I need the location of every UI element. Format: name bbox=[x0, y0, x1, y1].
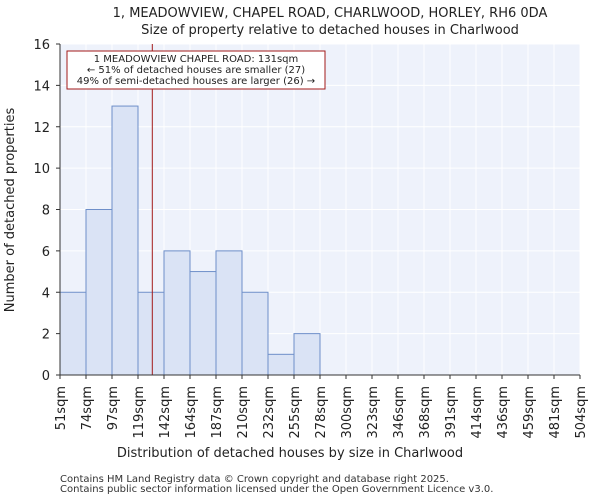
x-tick-label: 346sqm bbox=[392, 386, 407, 439]
y-tick-label: 16 bbox=[33, 38, 50, 53]
x-tick-label: 391sqm bbox=[444, 386, 459, 439]
bar bbox=[189, 271, 217, 376]
x-tick-label: 119sqm bbox=[132, 386, 147, 439]
chart: 1, MEADOWVIEW, CHAPEL ROAD, CHARLWOOD, H… bbox=[3, 6, 589, 461]
bar bbox=[215, 250, 243, 376]
x-tick-label: 187sqm bbox=[210, 386, 225, 439]
bar bbox=[241, 291, 269, 376]
y-tick-label: 0 bbox=[42, 369, 50, 384]
bar bbox=[163, 250, 191, 376]
annotation-line1: 1 MEADOWVIEW CHAPEL ROAD: 131sqm bbox=[94, 54, 299, 65]
y-tick-label: 4 bbox=[42, 286, 50, 301]
x-tick-label: 436sqm bbox=[496, 386, 511, 439]
y-axis-ticks: 0 2 4 6 8 10 12 14 16 bbox=[33, 38, 61, 384]
x-tick-label: 368sqm bbox=[418, 386, 433, 439]
bar bbox=[137, 291, 165, 376]
bar bbox=[267, 353, 295, 376]
x-tick-label: 255sqm bbox=[288, 386, 303, 439]
y-axis-label: Number of detached properties bbox=[3, 108, 18, 313]
x-tick-label: 142sqm bbox=[158, 386, 173, 439]
x-tick-label: 481sqm bbox=[548, 386, 563, 439]
y-tick-label: 6 bbox=[42, 245, 50, 260]
x-axis-label: Distribution of detached houses by size … bbox=[117, 446, 463, 461]
x-tick-label: 164sqm bbox=[184, 386, 199, 439]
y-tick-label: 14 bbox=[33, 79, 50, 94]
chart-title-line2: Size of property relative to detached ho… bbox=[141, 23, 519, 38]
annotation-line2: ← 51% of detached houses are smaller (27… bbox=[87, 65, 305, 76]
bar bbox=[111, 105, 139, 376]
x-tick-label: 232sqm bbox=[262, 386, 277, 439]
x-tick-label: 323sqm bbox=[366, 386, 381, 439]
bars bbox=[59, 105, 321, 376]
annotation-border bbox=[66, 50, 326, 90]
footer-line2: Contains public sector information licen… bbox=[60, 484, 494, 495]
bar bbox=[85, 209, 113, 376]
x-tick-label: 300sqm bbox=[340, 386, 355, 439]
y-tick-label: 2 bbox=[42, 328, 50, 343]
x-tick-label: 51sqm bbox=[54, 386, 69, 430]
y-tick-label: 8 bbox=[42, 204, 50, 219]
bar bbox=[59, 291, 87, 376]
annotation-box: 1 MEADOWVIEW CHAPEL ROAD: 131sqm ← 51% o… bbox=[66, 50, 326, 90]
y-tick-label: 12 bbox=[33, 121, 50, 136]
x-axis-ticks: 51sqm 74sqm 97sqm 119sqm 142sqm 164sqm 187sqm 2… bbox=[54, 374, 589, 439]
footer-line1: Contains HM Land Registry data © Crown c… bbox=[60, 474, 449, 485]
y-tick-label: 10 bbox=[33, 162, 50, 177]
annotation-line3: 49% of semi-detached houses are larger (… bbox=[77, 76, 315, 87]
chart-title-line1: 1, MEADOWVIEW, CHAPEL ROAD, CHARLWOOD, H… bbox=[113, 6, 548, 21]
x-tick-label: 278sqm bbox=[314, 386, 329, 439]
x-tick-label: 210sqm bbox=[236, 386, 251, 439]
x-tick-label: 97sqm bbox=[106, 386, 121, 430]
x-tick-label: 459sqm bbox=[522, 386, 537, 439]
x-tick-label: 414sqm bbox=[470, 386, 485, 439]
x-tick-label: 74sqm bbox=[80, 386, 95, 430]
bar bbox=[293, 333, 321, 376]
x-tick-label: 504sqm bbox=[574, 386, 589, 439]
